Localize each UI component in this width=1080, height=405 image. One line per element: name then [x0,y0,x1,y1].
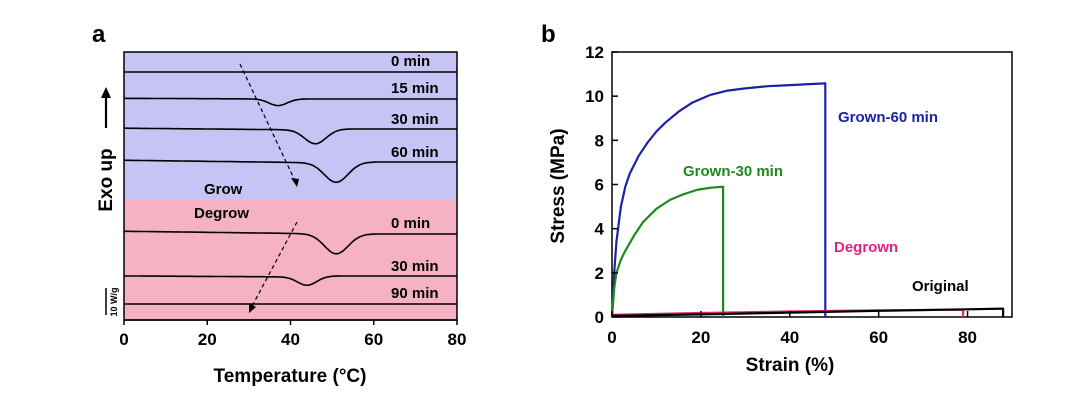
stress-strain-y-tick-label: 8 [595,131,604,150]
grow-label: Grow [204,181,243,198]
stress-strain-x-tick-label: 20 [691,328,710,347]
degrow-trend-arrow [249,221,298,311]
dsc-curve-label: 60 min [391,144,439,161]
dsc-curve-label: 30 min [391,258,439,275]
dsc-x-tick-label: 40 [281,330,300,349]
panel-a-label: a [92,21,106,48]
dsc-curve-label: 0 min [391,215,430,232]
degrow-section-background [124,200,457,320]
series-annotation: Grown-60 min [838,109,938,126]
stress-strain-x-tick-label: 40 [780,328,799,347]
stress-strain-x-tick-label: 0 [607,328,616,347]
dsc-x-tick-label: 80 [448,330,467,349]
dsc-curve [124,97,457,107]
series-annotation: Degrown [834,239,898,256]
dsc-curve [124,127,457,145]
stress-strain-y-tick-label: 0 [595,308,604,327]
stress-strain-y-tick-label: 12 [585,43,604,62]
dsc-curve [123,230,457,255]
grow-arrow-head [291,178,299,187]
stress-strain-series-line [610,82,827,318]
panel-b-label: b [541,21,556,48]
series-annotation: Grown-30 min [683,163,783,180]
dsc-y-axis-label: Exo up [96,148,117,211]
stress-strain-y-tick-label: 10 [585,87,604,106]
dsc-x-tick-label: 0 [119,330,128,349]
stress-strain-y-tick-label: 4 [595,220,605,239]
stress-strain-x-axis-label: Strain (%) [746,355,835,376]
dsc-curve-label: 15 min [391,80,439,97]
dsc-curve-label: 90 min [391,285,439,302]
stress-strain-x-tick-label: 80 [958,328,977,347]
degrow-label: Degrow [194,205,249,222]
degrow-arrow-head [249,303,256,313]
dsc-curve [123,159,457,184]
scale-bar-label: 10 W/g [109,287,119,316]
stress-strain-series-line [610,185,725,318]
stress-strain-panel: 0 20 40 60 80 0 2 4 6 8 10 12 Grown-60 min Grown-30 … [548,43,1013,376]
stress-strain-y-tick-label: 6 [595,176,604,195]
series-annotation: Original [912,278,969,295]
dsc-panel: 0 min 15 min 30 min 60 min 0 min 30 min 90 min… [96,51,467,387]
dsc-x-tick-label: 60 [364,330,383,349]
exo-arrow-head [101,87,111,98]
grow-section-background [124,52,457,200]
dsc-curve-label: 0 min [391,53,430,70]
stress-strain-y-tick-label: 2 [595,264,604,283]
grow-trend-arrow [239,63,298,186]
stress-strain-y-axis-label: Stress (MPa) [548,128,569,243]
dsc-x-axis-label: Temperature (°C) [214,366,367,387]
dsc-x-tick-label: 20 [198,330,217,349]
dsc-curve-label: 30 min [391,111,439,128]
stress-strain-x-tick-label: 60 [869,328,888,347]
dsc-curve [123,275,457,287]
